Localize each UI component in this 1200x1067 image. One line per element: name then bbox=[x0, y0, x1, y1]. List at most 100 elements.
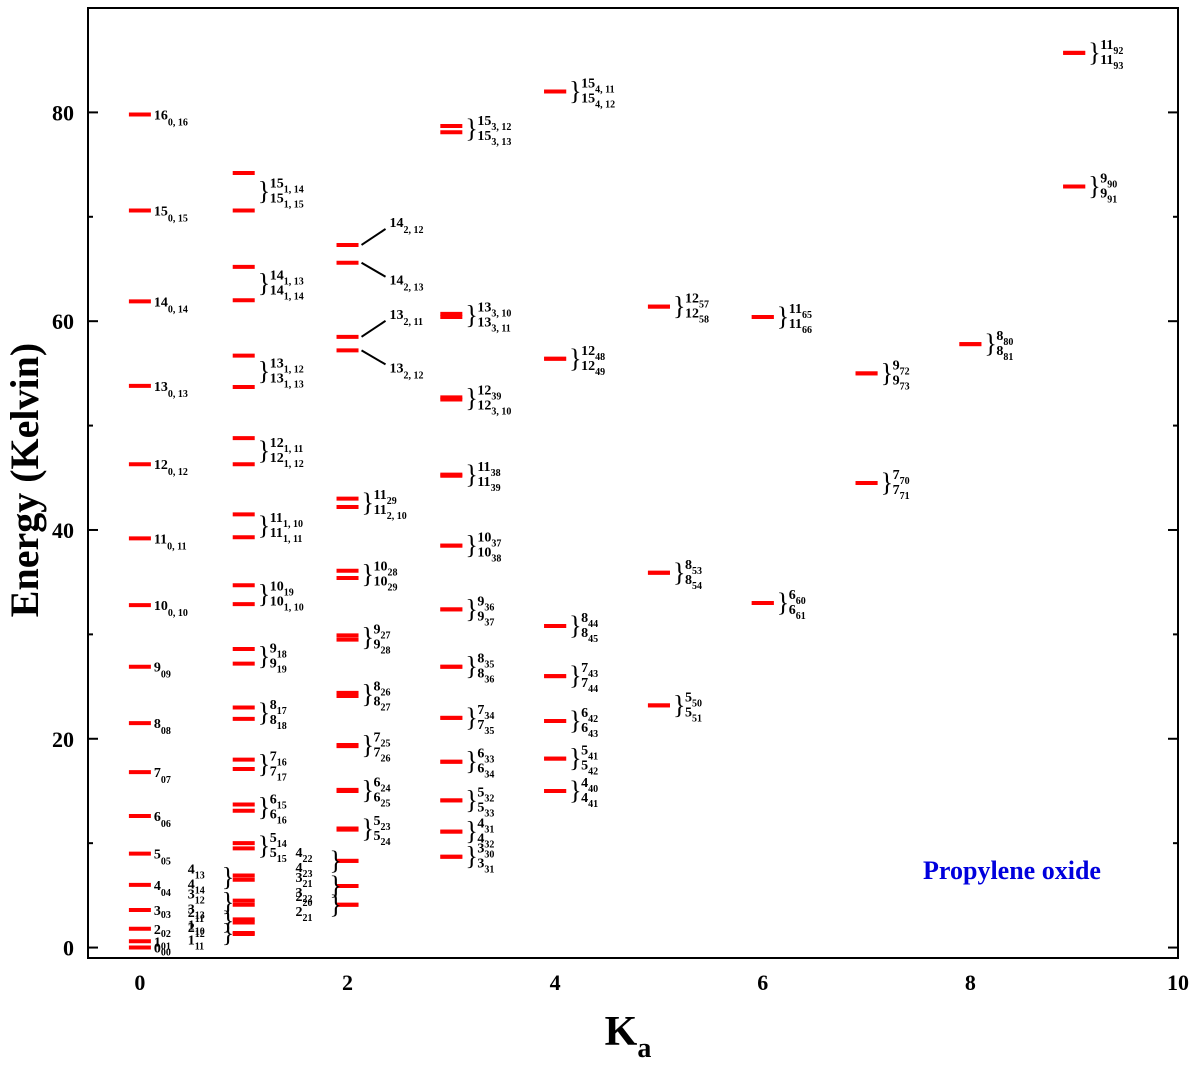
level-label: 202 bbox=[154, 923, 171, 940]
level-brace: } bbox=[362, 679, 374, 708]
level-brace: } bbox=[1088, 172, 1100, 201]
level-label-sub: 14 bbox=[195, 886, 205, 897]
level-label-sub: 0, 14 bbox=[168, 304, 188, 315]
level-label-sub: 48 bbox=[595, 352, 605, 363]
level-label-sub: 0, 11 bbox=[167, 541, 186, 552]
level-label-sub: 2, 13 bbox=[404, 283, 424, 294]
label-leader bbox=[361, 349, 387, 366]
level-label-sub: 91 bbox=[1107, 195, 1117, 206]
level-label-sub: 34 bbox=[484, 770, 494, 781]
level-label-sub: 2, 11 bbox=[404, 317, 423, 328]
label-leader bbox=[361, 261, 387, 278]
level-label-sub: 37 bbox=[491, 539, 501, 550]
level-label-sub: 3, 10 bbox=[491, 406, 511, 417]
level-brace: } bbox=[465, 300, 477, 329]
level-brace: } bbox=[258, 436, 270, 465]
level-label-sub: 38 bbox=[491, 468, 501, 479]
level-label-sub: 28 bbox=[388, 567, 398, 578]
level-label-sub: 21 bbox=[303, 913, 313, 924]
level-label-sub: 15 bbox=[277, 801, 287, 812]
level-label-sub: 51 bbox=[692, 713, 702, 724]
level-label-sub: 4, 11 bbox=[595, 85, 614, 96]
level-brace: } bbox=[569, 776, 581, 805]
x-tick-label: 4 bbox=[550, 970, 561, 995]
level-label-sub: 66 bbox=[802, 325, 812, 336]
level-brace: } bbox=[362, 559, 374, 588]
x-tick-label: 6 bbox=[757, 970, 768, 995]
level-label-sub: 20 bbox=[303, 898, 313, 909]
y-tick-label: 40 bbox=[52, 518, 74, 543]
level-brace: } bbox=[569, 344, 581, 373]
level-label-sub: 65 bbox=[802, 310, 812, 321]
level-label-sub: 13 bbox=[195, 911, 205, 922]
level-label-sub: 01 bbox=[161, 941, 171, 952]
level-brace: } bbox=[465, 785, 477, 814]
level-label-sub: 80 bbox=[1003, 337, 1013, 348]
level-label-sub: 50 bbox=[692, 698, 702, 709]
level-label-sub: 25 bbox=[381, 798, 391, 809]
level-brace: } bbox=[465, 817, 477, 846]
level-brace: } bbox=[569, 744, 581, 773]
level-brace: } bbox=[569, 661, 581, 690]
level-label-sub: 23 bbox=[381, 822, 391, 833]
level-brace: } bbox=[258, 177, 270, 206]
level-label-sub: 44 bbox=[588, 684, 598, 695]
y-tick-label: 20 bbox=[52, 727, 74, 752]
x-tick-label: 10 bbox=[1167, 970, 1189, 995]
level-label-sub: 0, 15 bbox=[168, 214, 188, 225]
level-label-sub: 33 bbox=[484, 808, 494, 819]
level-brace: } bbox=[465, 594, 477, 623]
level-label-sub: 1, 13 bbox=[284, 277, 304, 288]
level-label-sub: 10 bbox=[195, 926, 205, 937]
level-brace: } bbox=[222, 888, 234, 917]
level-label: 505 bbox=[154, 848, 171, 868]
level-label-sub: 1, 12 bbox=[284, 459, 304, 470]
level-label-sub: 37 bbox=[484, 617, 494, 628]
level-brace: } bbox=[465, 531, 477, 560]
level-label: 110, 11 bbox=[154, 532, 187, 552]
level-label-sub: 73 bbox=[900, 381, 910, 392]
level-label-sub: 41 bbox=[588, 752, 598, 763]
level-brace: } bbox=[881, 358, 893, 387]
level-label-sub: 72 bbox=[900, 366, 910, 377]
level-label-sub: 22 bbox=[303, 894, 313, 905]
label-leader bbox=[360, 320, 387, 338]
y-tick-label: 0 bbox=[63, 936, 74, 961]
level-label-sub: 16 bbox=[277, 757, 287, 768]
level-brace: } bbox=[258, 641, 270, 670]
level-label-sub: 0, 10 bbox=[168, 608, 188, 619]
level-brace: } bbox=[465, 747, 477, 776]
level-label-sub: 14 bbox=[277, 839, 287, 850]
level-label-sub: 33 bbox=[484, 755, 494, 766]
level-brace: } bbox=[330, 871, 342, 900]
level-label-sub: 07 bbox=[161, 775, 171, 786]
level-label-sub: 1, 14 bbox=[284, 185, 304, 196]
level-brace: } bbox=[258, 269, 270, 298]
y-tick-label: 80 bbox=[52, 100, 74, 125]
level-label-sub: 19 bbox=[284, 588, 294, 599]
level-label: 142, 13 bbox=[390, 274, 424, 294]
level-label-sub: 30 bbox=[484, 850, 494, 861]
level-brace: } bbox=[362, 623, 374, 652]
level-label-sub: 15 bbox=[277, 854, 287, 865]
level-label-sub: 45 bbox=[588, 634, 598, 645]
level-label-sub: 1, 11 bbox=[283, 534, 302, 545]
level-brace: } bbox=[330, 846, 342, 875]
molecule-annotation: Propylene oxide bbox=[923, 856, 1101, 885]
level-label-sub: 21 bbox=[303, 879, 313, 890]
level-label-sub: 39 bbox=[491, 391, 501, 402]
level-brace: } bbox=[777, 588, 789, 617]
level-label: 303 bbox=[154, 904, 171, 921]
level-label-sub: 05 bbox=[161, 857, 171, 868]
level-label-sub: 2, 12 bbox=[404, 225, 424, 236]
level-brace: } bbox=[569, 706, 581, 735]
level-label-sub: 90 bbox=[1107, 180, 1117, 191]
level-brace: } bbox=[258, 580, 270, 609]
level-brace: } bbox=[258, 698, 270, 727]
level-label: 150, 15 bbox=[154, 205, 188, 225]
level-label-sub: 42 bbox=[588, 714, 598, 725]
level-label-sub: 1, 12 bbox=[284, 364, 304, 375]
level-brace: } bbox=[258, 356, 270, 385]
